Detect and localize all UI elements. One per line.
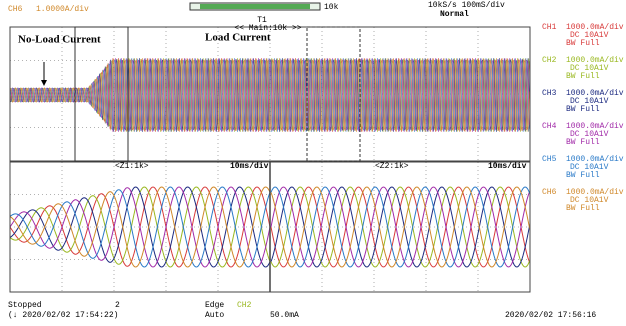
trigger-mode: Normal <box>440 10 469 19</box>
channel-name: CH2 <box>542 56 557 65</box>
acq-count: 2 <box>115 301 120 310</box>
waveform <box>271 187 530 267</box>
zoom2-scale: 10ms/div <box>488 162 527 171</box>
scope-screen: CH6 1.0000A/div 10k 10kS/s 100mS/div Nor… <box>0 0 626 326</box>
waveform <box>271 187 530 267</box>
header-channel: CH6 <box>8 5 23 14</box>
channel-bandwidth: BW Full <box>566 39 600 48</box>
zoom1-label: <Z1:1k> <box>115 162 149 171</box>
zoom2-label: <Z2:1k> <box>375 162 409 171</box>
waveform <box>271 187 530 267</box>
trigger-source: CH2 <box>237 301 252 310</box>
channel-name: CH3 <box>542 89 557 98</box>
channel-bandwidth: BW Full <box>566 138 600 147</box>
channel-bandwidth: BW Full <box>566 204 600 213</box>
waveform <box>271 187 530 267</box>
zoom-bar-label: 10k <box>324 3 339 12</box>
channel-name: CH1 <box>542 23 557 32</box>
channel-bandwidth: BW Full <box>566 72 600 81</box>
zoom-bar-fill <box>200 4 310 9</box>
channel-bandwidth: BW Full <box>566 105 600 114</box>
header-scale: 1.0000A/div <box>36 5 89 14</box>
trigger-auto: Auto <box>205 311 224 320</box>
channel-name: CH5 <box>542 155 557 164</box>
channel-name: CH6 <box>542 188 557 197</box>
trigger-level: 50.0mA <box>270 311 299 320</box>
sample-rate: 10kS/s 100mS/div <box>428 1 505 10</box>
waveform <box>271 187 530 267</box>
run-state: Stopped <box>8 301 42 310</box>
waveform <box>271 187 530 267</box>
annotation: Load Current <box>205 32 271 44</box>
annotation: No-Load Current <box>18 34 101 46</box>
channel-bandwidth: BW Full <box>566 171 600 180</box>
zoom1-scale: 10ms/div <box>230 162 269 171</box>
channel-name: CH4 <box>542 122 557 131</box>
annotation-arrowhead <box>41 80 47 86</box>
trigger-type: Edge <box>205 301 224 310</box>
start-time: (↓ 2020/02/02 17:54:22) <box>8 311 118 320</box>
end-time: 2020/02/02 17:56:16 <box>505 311 596 320</box>
